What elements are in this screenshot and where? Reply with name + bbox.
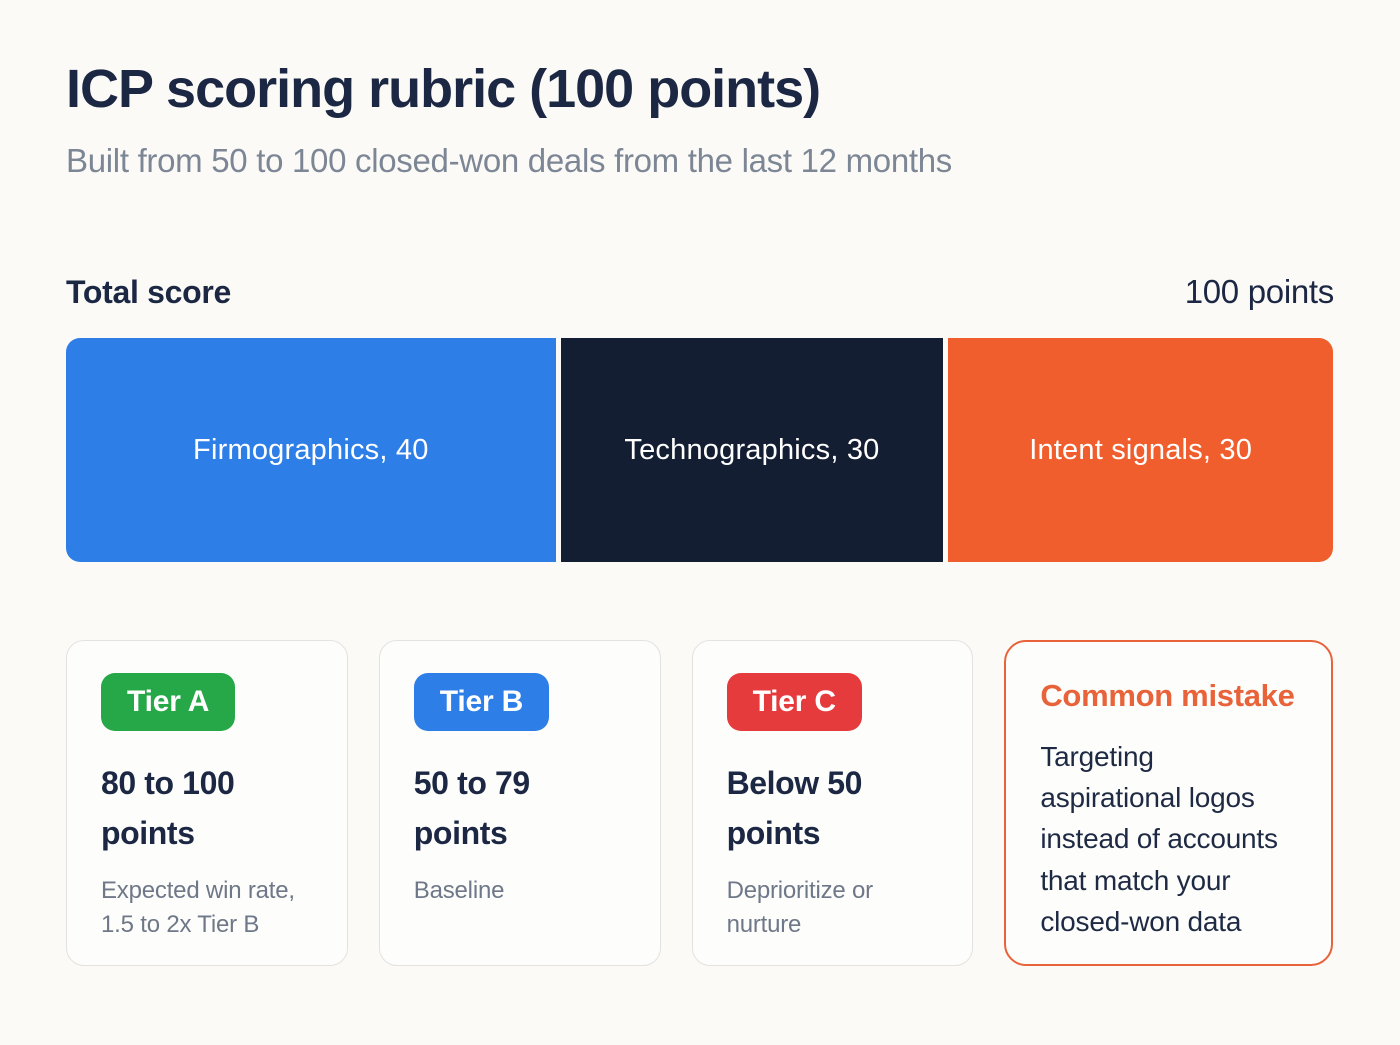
tier-b-badge: Tier B	[413, 673, 550, 732]
bar-segment-firmographics: Firmographics, 40	[66, 338, 556, 563]
total-score-row: Total score 100 points	[66, 273, 1334, 311]
common-mistake-body: Targeting aspirational logos instead of …	[1040, 741, 1278, 937]
tier-a-badge: Tier A	[101, 673, 236, 732]
tier-c-card: Tier C Below 50 points Deprioritize or n…	[691, 640, 974, 967]
tier-c-badge: Tier C	[726, 673, 862, 732]
stacked-score-bar: Firmographics, 40 Technographics, 30 Int…	[66, 338, 1333, 563]
tier-b-card: Tier B 50 to 79 points Baseline	[378, 640, 661, 967]
bar-segment-label: Technographics, 30	[624, 433, 880, 466]
tier-c-note: Deprioritize or nurture	[726, 877, 874, 938]
tier-b-range: 50 to 79 points	[413, 765, 530, 851]
page-subtitle: Built from 50 to 100 closed-won deals fr…	[66, 142, 952, 180]
tier-c-range: Below 50 points	[726, 765, 863, 851]
bar-segment-technographics: Technographics, 30	[560, 338, 944, 563]
tier-a-range: 80 to 100 points	[101, 765, 235, 851]
bar-segment-label: Firmographics, 40	[193, 433, 429, 466]
common-mistake-title: Common mistake	[1040, 678, 1295, 714]
total-score-label: Total score	[66, 274, 232, 311]
tier-b-note: Baseline	[413, 877, 505, 905]
page-title: ICP scoring rubric (100 points)	[66, 59, 821, 119]
tier-a-card: Tier A 80 to 100 points Expected win rat…	[66, 640, 348, 967]
common-mistake-card: Common mistake Targeting aspirational lo…	[1004, 640, 1333, 967]
total-score-value: 100 points	[1184, 273, 1335, 311]
bar-segment-label: Intent signals, 30	[1029, 433, 1253, 466]
bar-segment-intent-signals: Intent signals, 30	[948, 338, 1333, 563]
tier-a-note: Expected win rate, 1.5 to 2x Tier B	[101, 877, 295, 938]
tier-cards-row: Tier A 80 to 100 points Expected win rat…	[66, 640, 1333, 967]
